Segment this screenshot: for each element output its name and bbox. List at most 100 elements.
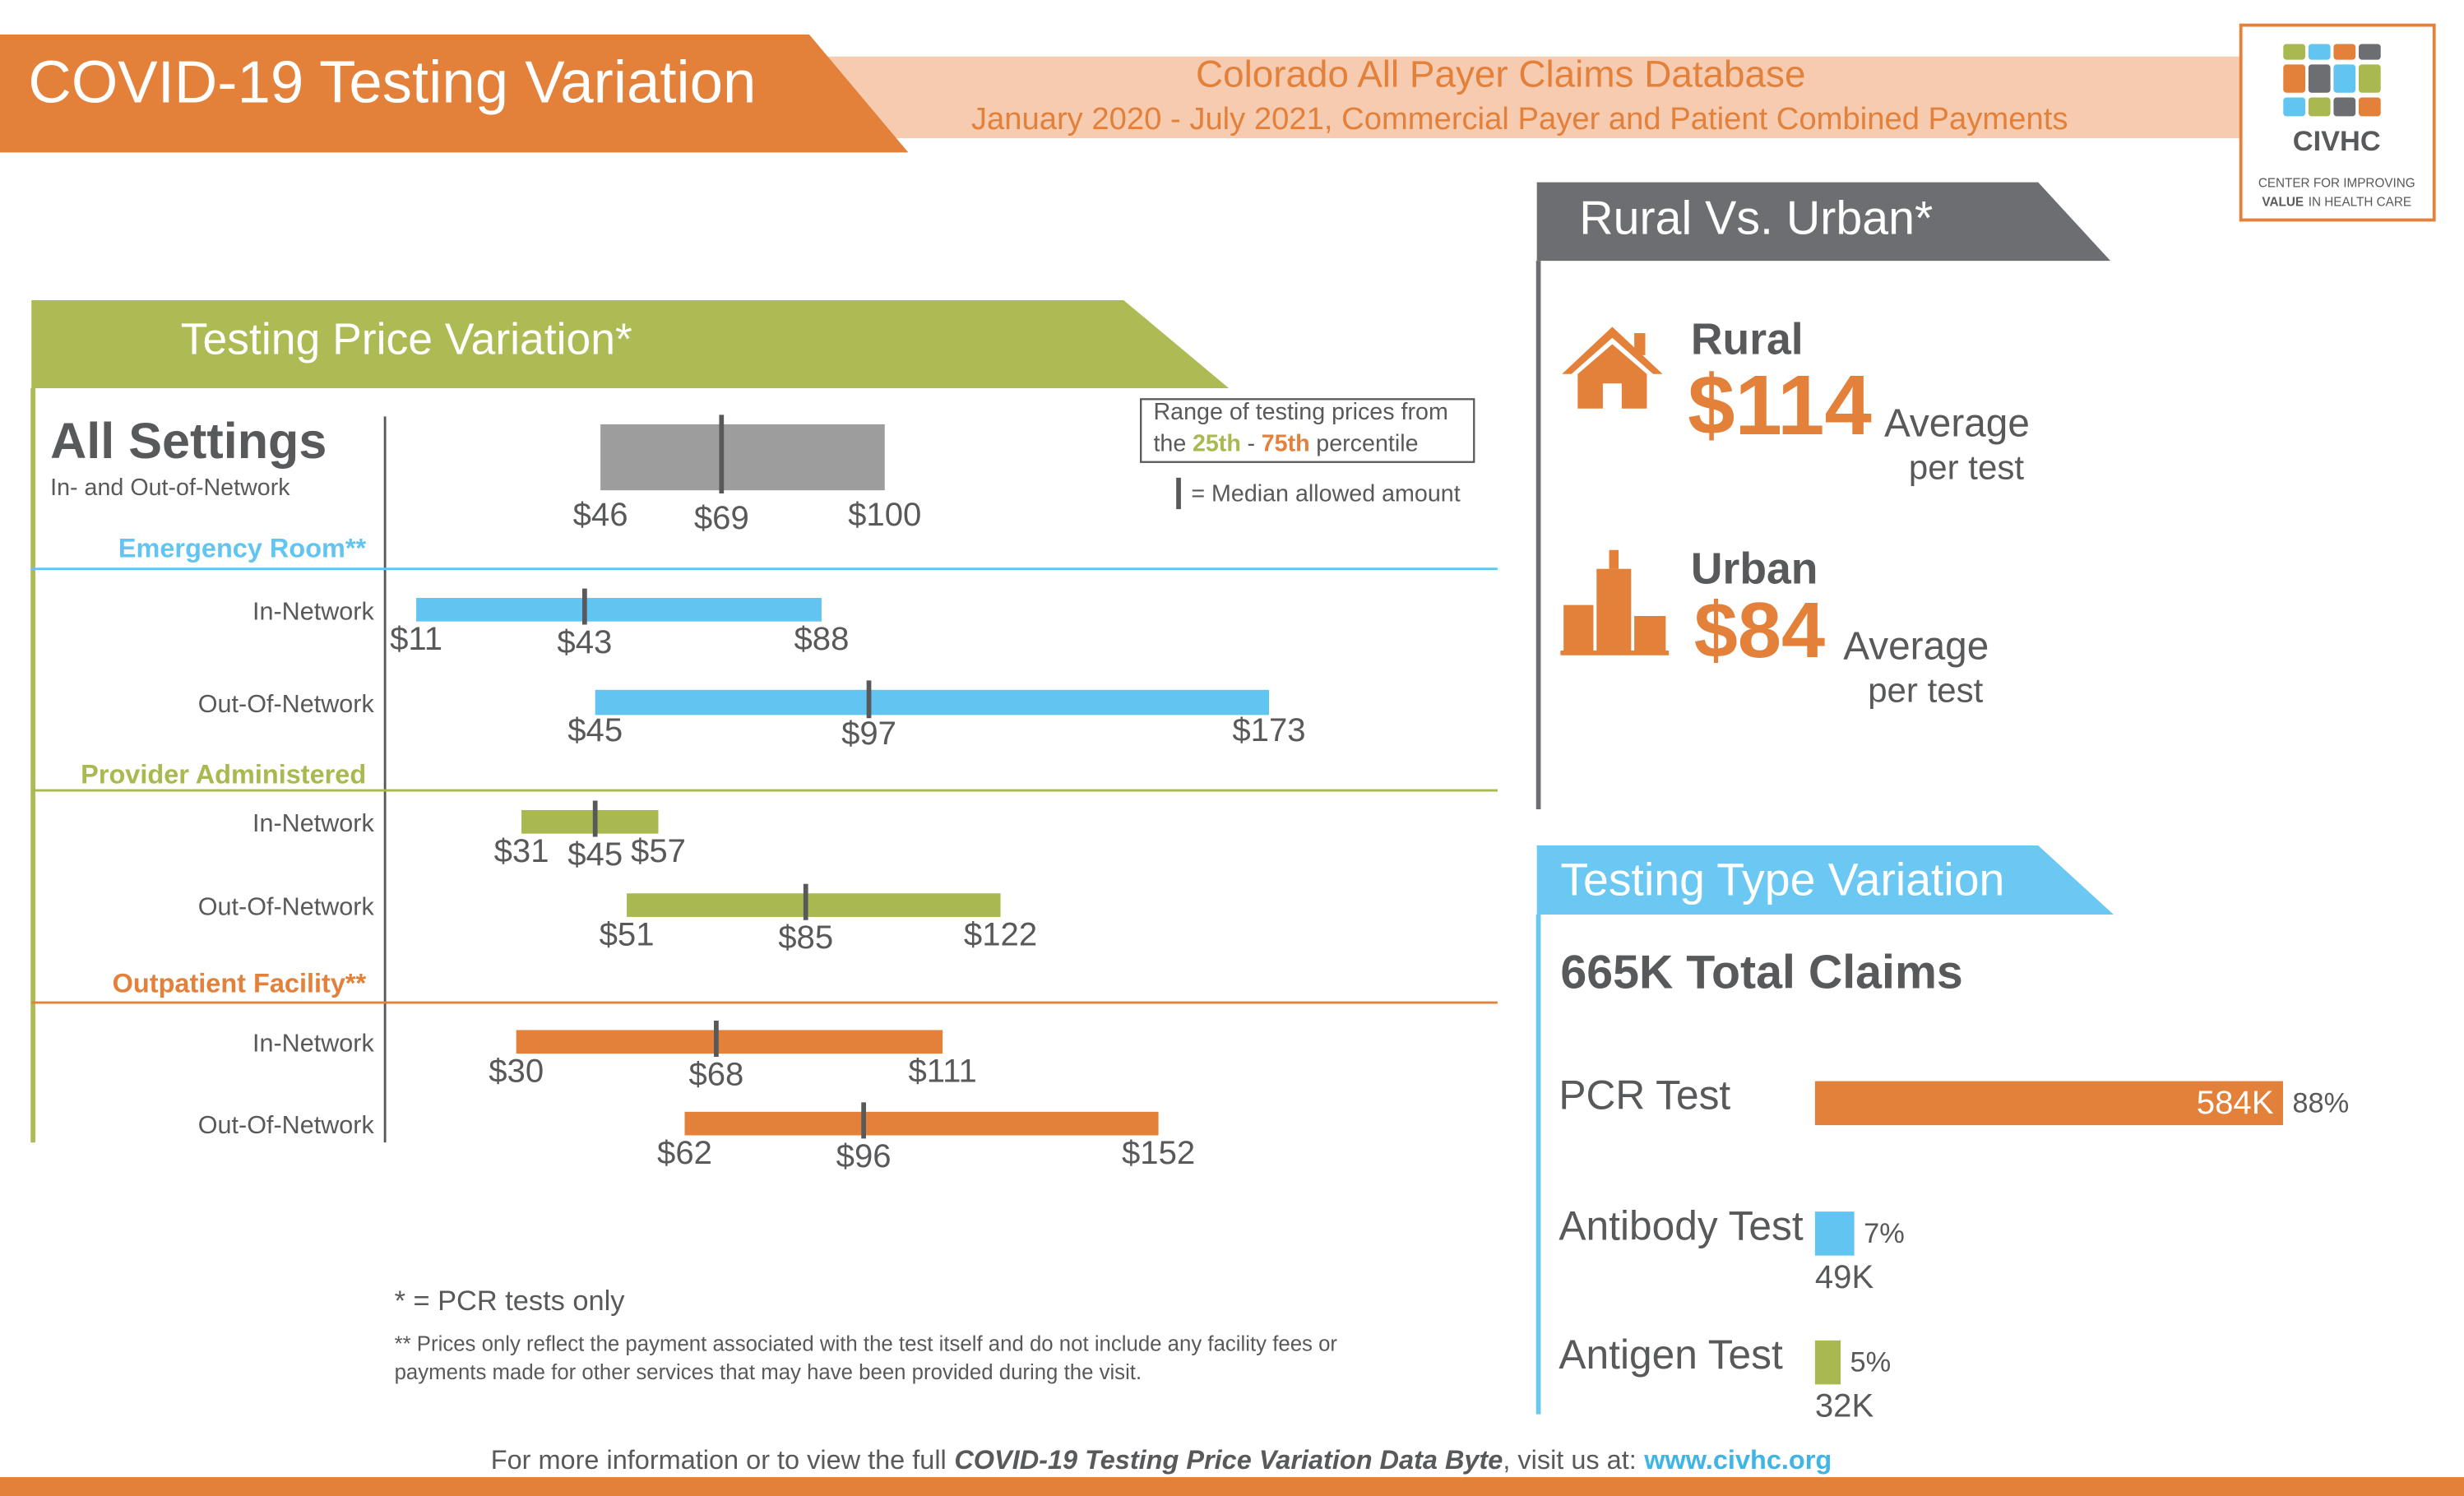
- legend-percentile: 25th: [1193, 430, 1241, 456]
- footer-link[interactable]: www.civhc.org: [1643, 1445, 1832, 1475]
- row-label: In-Network: [252, 809, 374, 837]
- value-label: $173: [1232, 711, 1305, 748]
- category-label: Antigen Test: [1559, 1332, 1783, 1378]
- range-bar: [516, 1030, 943, 1054]
- value-label: $11: [390, 620, 442, 657]
- legend: Range of testing prices from the 25th -75t…: [1140, 398, 1475, 510]
- footnote: ** Prices only reflect the payment assoc…: [395, 1332, 1338, 1355]
- section-title: Testing Price Variation*: [181, 316, 632, 364]
- row-label: In-Network: [252, 1030, 374, 1058]
- section-title: Testing Type Variation: [1560, 854, 2004, 905]
- group-name: All Settings: [50, 413, 327, 469]
- logo-tagline: CENTER FOR IMPROVING: [2258, 177, 2415, 191]
- section-banner: [1536, 182, 2111, 262]
- footer-text: , visit us at:: [1503, 1445, 1636, 1475]
- range-bar: [600, 424, 885, 491]
- date-range: January 2020 - July 2021, Commercial Pay…: [971, 101, 2068, 137]
- footnote: payments made for other services that ma…: [395, 1361, 1142, 1384]
- value-label: $57: [631, 832, 686, 869]
- value-label: $45: [567, 711, 623, 748]
- region-caption: per test: [1868, 671, 1983, 710]
- value-label: $30: [489, 1053, 544, 1090]
- footnote: * = PCR tests only: [395, 1285, 626, 1317]
- bar: [1814, 1211, 1855, 1256]
- value-label: $45: [567, 836, 623, 873]
- percent-label: 88%: [2292, 1087, 2349, 1119]
- value-label: $88: [794, 620, 849, 657]
- value-label: $96: [836, 1137, 892, 1174]
- value-label: $31: [494, 832, 549, 869]
- footer-band: [0, 1477, 2464, 1496]
- legend-text: percentile: [1316, 430, 1418, 456]
- value-label: $69: [694, 499, 749, 536]
- bar: [1814, 1081, 2283, 1126]
- group-subtitle: In- and Out-of-Network: [50, 475, 290, 501]
- value-label: $43: [557, 623, 612, 660]
- value-label: $85: [778, 919, 833, 956]
- legend-percentile: 75th: [1262, 430, 1310, 456]
- section-title: Rural Vs. Urban*: [1579, 192, 1933, 245]
- total-claims: 665K Total Claims: [1560, 947, 1962, 999]
- region-value: $114: [1688, 358, 1872, 452]
- legend-text: = Median allowed amount: [1191, 480, 1460, 507]
- value-label: $97: [841, 715, 896, 752]
- value-label: $111: [909, 1053, 977, 1090]
- legend-text: the: [1153, 430, 1186, 456]
- bar: [1814, 1340, 1841, 1385]
- range-bar: [521, 809, 659, 834]
- region-caption: Average: [1884, 401, 2030, 445]
- logo: CIVHC CENTER FOR IMPROVING VALUE IN HEALT…: [2239, 23, 2436, 222]
- region-name: Urban: [1691, 545, 1818, 594]
- value-label: 49K: [1815, 1258, 1874, 1295]
- title-banner: [0, 35, 909, 153]
- legend-text: Range of testing prices from: [1153, 399, 1447, 425]
- value-label: $68: [688, 1055, 743, 1092]
- logo-tagline-bold: VALUE: [2262, 196, 2304, 210]
- logo-tagline: VALUE IN HEALTH CARE: [2262, 196, 2411, 210]
- range-bar: [627, 893, 1001, 917]
- group-name: Emergency Room**: [118, 533, 367, 563]
- group-name: Provider Administered: [81, 759, 366, 789]
- category-label: PCR Test: [1559, 1072, 1730, 1119]
- value-label: $62: [657, 1134, 712, 1171]
- row-label: Out-Of-Network: [198, 1111, 375, 1139]
- footer-text: For more information or to view the full: [491, 1445, 947, 1475]
- region-caption: Average: [1843, 625, 1989, 669]
- region-value: $84: [1694, 587, 1825, 674]
- range-bar: [416, 598, 822, 622]
- page-title: COVID-19 Testing Variation: [28, 49, 756, 115]
- region-caption: per test: [1909, 447, 2024, 486]
- legend-text: the 25th -75th percentile: [1153, 430, 1418, 456]
- section-banner: [1536, 845, 2114, 915]
- legend-box: [1140, 398, 1475, 463]
- footer-emphasis: COVID-19 Testing Price Variation Data By…: [954, 1445, 1503, 1475]
- category-label: Antibody Test: [1559, 1202, 1803, 1248]
- value-label: $100: [848, 496, 921, 533]
- value-label: $122: [964, 915, 1037, 952]
- footer: For more information or to view the full…: [491, 1445, 1832, 1475]
- row-label: Out-Of-Network: [198, 892, 375, 920]
- subtitle-band: [809, 56, 2243, 139]
- value-label: 584K: [2197, 1084, 2274, 1121]
- subtitle: Colorado All Payer Claims Database: [1196, 53, 1806, 95]
- legend-text: -: [1248, 430, 1256, 456]
- value-label: $46: [573, 496, 628, 533]
- value-label: $51: [600, 915, 655, 952]
- value-label: $152: [1122, 1134, 1195, 1171]
- logo-mark: [2283, 44, 2381, 117]
- section-banner: [31, 299, 1230, 388]
- logo-name: CIVHC: [2293, 126, 2381, 157]
- value-label: 32K: [1815, 1387, 1874, 1424]
- building-icon: [1560, 549, 1670, 655]
- range-bar: [595, 689, 1269, 716]
- house-icon: [1562, 327, 1663, 409]
- percent-label: 7%: [1864, 1218, 1905, 1249]
- region-name: Rural: [1691, 316, 1804, 364]
- row-label: In-Network: [252, 597, 374, 625]
- group-name: Outpatient Facility**: [113, 969, 367, 998]
- range-bar: [684, 1111, 1159, 1136]
- row-label: Out-Of-Network: [198, 690, 375, 718]
- logo-tagline-rest: IN HEALTH CARE: [2309, 196, 2411, 210]
